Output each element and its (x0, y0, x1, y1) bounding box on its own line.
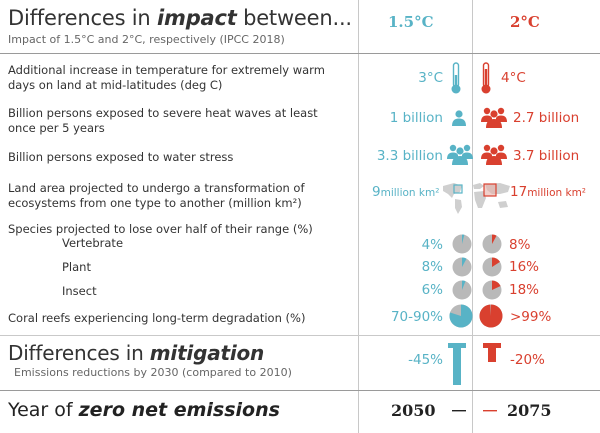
value-zero-emissions-1-5c: 2050 (391, 401, 436, 420)
value-insect-2c: 18% (509, 282, 540, 298)
value-plant-2c: 16% (509, 259, 540, 275)
value-vertebrate-1-5c: 4% (421, 237, 443, 253)
pie-chart-coral-1-5c (449, 304, 473, 328)
column-header-1-5c: 1.5°C (388, 13, 434, 31)
row-label-vertebrate: Vertebrate (62, 236, 124, 250)
people-group-red-icon (481, 107, 507, 128)
emissions-bar-2c (483, 343, 501, 362)
pie-slice (462, 257, 467, 267)
pie-slice (492, 234, 497, 244)
row-label-water-stress: Billion persons exposed to water stress (8, 150, 234, 164)
world-map-icon (443, 183, 510, 214)
row-label-plant: Plant (62, 260, 91, 274)
pie-slice (492, 280, 501, 290)
value-temperature-2c: 4°C (501, 70, 526, 86)
pie-slice (462, 234, 465, 244)
pie-slice (479, 304, 503, 328)
people-group-blue-icon (447, 144, 473, 165)
person-blue-icon (452, 110, 466, 126)
section-divider-mitigation (0, 390, 600, 391)
pie-chart-insect-1-5c (452, 280, 472, 300)
zero-emissions-title: Year of zero net emissions (8, 399, 280, 421)
people-group-red-icon (481, 144, 507, 165)
pie-chart-vertebrate-1-5c (452, 234, 472, 254)
column-divider-left (358, 0, 359, 433)
section-divider-impact (0, 335, 600, 336)
value-coral-1-5c: 70-90% (390, 309, 443, 325)
pie-chart-coral-2c (479, 304, 503, 328)
value-water-stress-1-5c: 3.3 billion (376, 148, 443, 164)
emissions-dash-2c (483, 410, 497, 412)
pie-chart-vertebrate-2c (482, 234, 502, 254)
pie-chart-insect-2c (482, 280, 502, 300)
row-label-insect: Insect (62, 284, 97, 298)
impact-subtitle: Impact of 1.5°C and 2°C, respectively (I… (8, 33, 285, 46)
pie-slice (492, 257, 501, 267)
row-label-coral: Coral reefs experiencing long-term degra… (8, 311, 306, 325)
value-temperature-1-5c: 3°C (418, 70, 443, 86)
value-coral-2c: >99% (510, 309, 552, 325)
value-plant-1-5c: 8% (421, 259, 443, 275)
impact-title: Differences in impact between... (8, 6, 352, 30)
value-land-area-2c: 17million km² (510, 184, 587, 200)
thermometer-red-icon (481, 62, 491, 94)
row-label-heat-waves: Billion persons exposed to severe heat w… (8, 106, 318, 135)
value-land-area-1-5c: 9million km² (372, 184, 440, 200)
row-label-species: Species projected to lose over half of t… (8, 222, 313, 236)
value-vertebrate-2c: 8% (509, 237, 531, 253)
pie-chart-plant-1-5c (452, 257, 472, 277)
value-mitigation-1-5c: -45% (408, 352, 443, 368)
value-mitigation-2c: -20% (510, 352, 545, 368)
row-label-land-area: Land area projected to undergo a transfo… (8, 181, 305, 210)
value-water-stress-2c: 3.7 billion (513, 148, 580, 164)
row-label-temperature: Additional increase in temperature for e… (8, 63, 325, 92)
mitigation-title: Differences in mitigation (8, 341, 265, 365)
pie-chart-plant-2c (482, 257, 502, 277)
pie-slice (462, 280, 466, 290)
column-divider-center (472, 0, 473, 433)
value-insect-1-5c: 6% (421, 282, 443, 298)
emissions-dash-1-5c (452, 410, 466, 412)
value-heat-waves-2c: 2.7 billion (513, 110, 580, 126)
emissions-bar-1-5c (448, 343, 466, 385)
section-divider-top (0, 53, 600, 54)
mitigation-subtitle: Emissions reductions by 2030 (compared t… (14, 366, 292, 379)
column-header-2c: 2°C (510, 13, 540, 31)
value-zero-emissions-2c: 2075 (507, 401, 552, 420)
pie-slice (449, 304, 473, 328)
value-heat-waves-1-5c: 1 billion (389, 110, 443, 126)
thermometer-blue-icon (451, 62, 461, 94)
